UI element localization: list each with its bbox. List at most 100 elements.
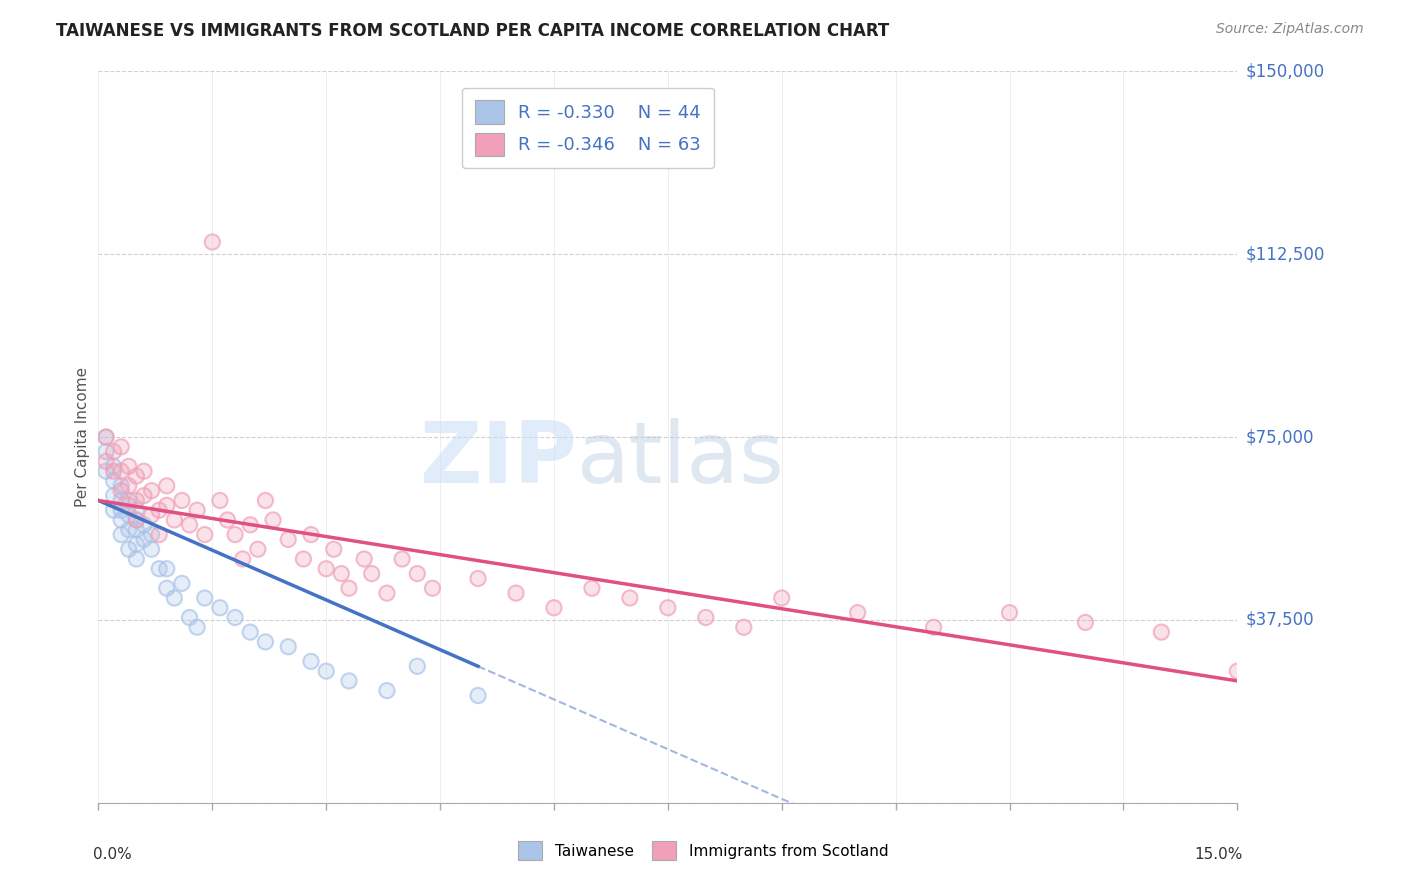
Point xyxy=(118,493,141,508)
Point xyxy=(299,654,322,668)
Point xyxy=(922,620,945,634)
Point xyxy=(186,620,208,634)
Point xyxy=(262,513,284,527)
Point xyxy=(118,499,141,513)
Point xyxy=(103,474,125,488)
Point xyxy=(254,635,277,649)
Point xyxy=(110,513,132,527)
Point xyxy=(141,508,163,522)
Point xyxy=(103,489,125,503)
Point xyxy=(170,576,193,591)
Point xyxy=(132,533,155,547)
Point xyxy=(148,527,170,541)
Point xyxy=(156,581,179,595)
Point xyxy=(125,469,148,483)
Text: Source: ZipAtlas.com: Source: ZipAtlas.com xyxy=(1216,22,1364,37)
Y-axis label: Per Capita Income: Per Capita Income xyxy=(75,367,90,508)
Point xyxy=(132,517,155,532)
Point xyxy=(125,523,148,537)
Point xyxy=(208,600,231,615)
Point xyxy=(375,683,398,698)
Point xyxy=(141,483,163,498)
Point xyxy=(406,659,429,673)
Point xyxy=(141,542,163,557)
Point xyxy=(770,591,793,605)
Point xyxy=(125,493,148,508)
Point xyxy=(619,591,641,605)
Point xyxy=(239,517,262,532)
Point xyxy=(922,620,945,634)
Point xyxy=(94,464,117,478)
Text: ZIP: ZIP xyxy=(419,417,576,500)
Point xyxy=(998,606,1021,620)
Point xyxy=(132,517,155,532)
Point xyxy=(322,542,344,557)
Point xyxy=(103,464,125,478)
Point xyxy=(103,474,125,488)
Point xyxy=(217,513,239,527)
Point xyxy=(148,503,170,517)
Point xyxy=(156,562,179,576)
Point xyxy=(406,566,429,581)
Point xyxy=(505,586,527,600)
Point xyxy=(1226,664,1249,678)
Point xyxy=(141,527,163,541)
Point xyxy=(315,664,337,678)
Point xyxy=(254,635,277,649)
Point xyxy=(148,503,170,517)
Point xyxy=(224,610,246,624)
Point xyxy=(118,499,141,513)
Point xyxy=(148,562,170,576)
Point xyxy=(277,640,299,654)
Point xyxy=(132,489,155,503)
Text: $37,500: $37,500 xyxy=(1246,611,1315,629)
Legend: R = -0.330    N = 44, R = -0.346    N = 63: R = -0.330 N = 44, R = -0.346 N = 63 xyxy=(463,87,714,169)
Point xyxy=(353,552,375,566)
Point xyxy=(657,600,679,615)
Point xyxy=(505,586,527,600)
Point xyxy=(110,483,132,498)
Point xyxy=(186,620,208,634)
Point xyxy=(1226,664,1249,678)
Point xyxy=(201,235,224,249)
Point xyxy=(315,664,337,678)
Point xyxy=(208,600,231,615)
Point xyxy=(277,533,299,547)
Point xyxy=(1150,625,1173,640)
Point xyxy=(132,533,155,547)
Point xyxy=(118,542,141,557)
Point xyxy=(103,444,125,458)
Point xyxy=(422,581,444,595)
Point xyxy=(148,562,170,576)
Point xyxy=(156,479,179,493)
Point xyxy=(103,503,125,517)
Point xyxy=(422,581,444,595)
Point xyxy=(125,523,148,537)
Point xyxy=(375,683,398,698)
Point xyxy=(292,552,315,566)
Point xyxy=(277,533,299,547)
Point xyxy=(118,459,141,474)
Point xyxy=(998,606,1021,620)
Point xyxy=(277,640,299,654)
Point xyxy=(194,527,217,541)
Point xyxy=(846,606,869,620)
Point xyxy=(132,464,155,478)
Point xyxy=(110,513,132,527)
Point xyxy=(391,552,413,566)
Point xyxy=(163,513,186,527)
Text: 0.0%: 0.0% xyxy=(93,847,132,862)
Point xyxy=(186,503,208,517)
Point xyxy=(299,654,322,668)
Point xyxy=(118,479,141,493)
Point xyxy=(118,523,141,537)
Point xyxy=(467,689,489,703)
Point xyxy=(194,591,217,605)
Point xyxy=(170,493,193,508)
Point xyxy=(733,620,755,634)
Point xyxy=(315,562,337,576)
Point xyxy=(360,566,382,581)
Point xyxy=(110,464,132,478)
Point xyxy=(118,459,141,474)
Point xyxy=(657,600,679,615)
